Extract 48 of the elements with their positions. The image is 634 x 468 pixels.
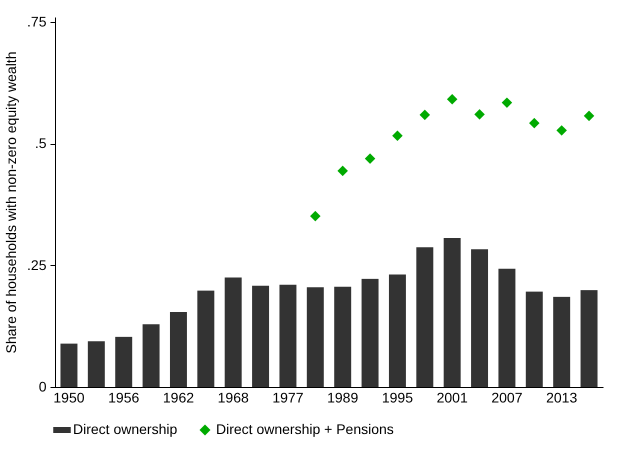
bar xyxy=(553,296,570,387)
bar xyxy=(88,341,105,387)
x-tick-label: 2007 xyxy=(491,390,523,406)
point xyxy=(584,110,594,122)
point xyxy=(502,97,512,108)
legend-label: Direct ownership xyxy=(73,421,178,437)
x-tick-label: 2001 xyxy=(436,390,468,406)
y-tick-label: .25 xyxy=(27,256,47,273)
point xyxy=(474,109,485,120)
bar xyxy=(362,278,379,387)
x-tick-label: 1968 xyxy=(218,390,249,406)
x-tick-label: 1956 xyxy=(108,390,140,406)
bar xyxy=(334,286,352,387)
point xyxy=(364,153,376,164)
bar xyxy=(388,274,406,387)
x-tick-label: 1989 xyxy=(327,390,358,406)
point xyxy=(310,210,321,222)
y-tick-label: .5 xyxy=(34,135,47,152)
point xyxy=(556,125,567,136)
bar xyxy=(115,336,132,387)
bar xyxy=(60,344,78,387)
point xyxy=(446,94,458,105)
bar xyxy=(279,284,296,387)
bar xyxy=(526,292,543,387)
bar xyxy=(471,249,488,387)
point xyxy=(337,166,348,176)
point xyxy=(529,118,540,128)
point xyxy=(420,110,430,120)
x-tick-label: 1995 xyxy=(382,390,414,406)
bar xyxy=(170,312,187,387)
point xyxy=(392,130,403,142)
y-tick-label: .75 xyxy=(27,13,47,30)
bar xyxy=(224,277,242,387)
bar xyxy=(444,238,461,387)
x-tick-label: 1977 xyxy=(272,390,304,406)
bar xyxy=(580,290,598,387)
bar xyxy=(252,286,270,387)
y-axis-title: Share of households with non-zero equity wealth xyxy=(3,52,20,354)
x-tick-label: 1950 xyxy=(53,390,85,406)
bar xyxy=(498,268,516,387)
bar xyxy=(306,287,324,387)
x-tick-label: 1962 xyxy=(162,390,194,406)
bar xyxy=(416,247,434,387)
bar xyxy=(197,290,214,387)
x-tick-label: 2013 xyxy=(546,390,578,406)
legend-label: Direct ownership + Pensions xyxy=(216,421,394,437)
bar xyxy=(142,324,160,387)
y-tick-label: 0 xyxy=(38,378,47,394)
